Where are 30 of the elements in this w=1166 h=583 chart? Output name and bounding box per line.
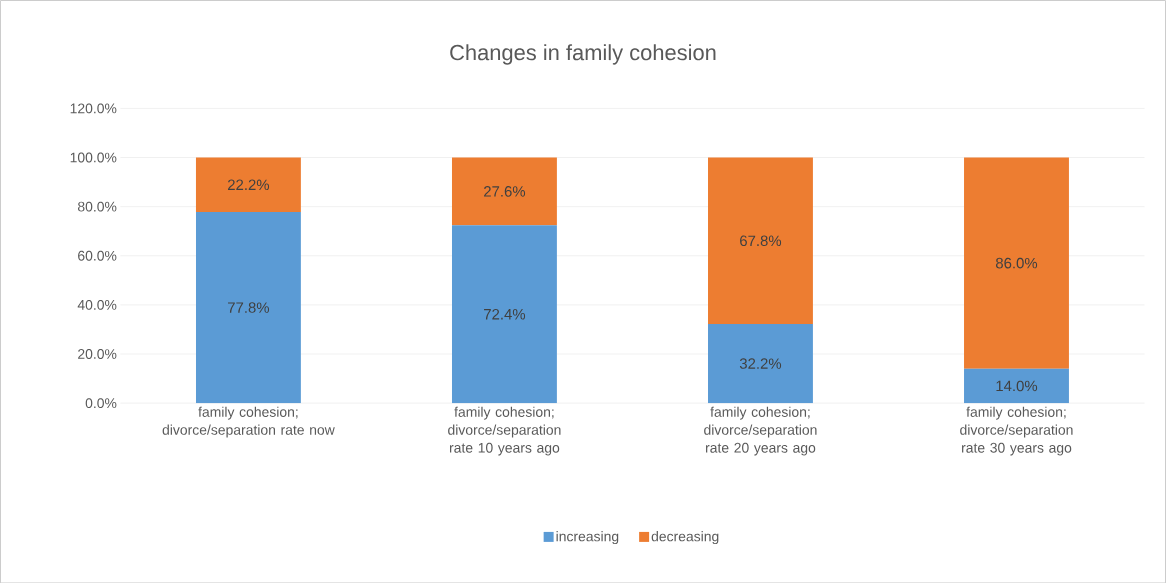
x-tick-label: family cohesion; divorce/separation rate 10 years ago bbox=[448, 406, 561, 456]
legend-label: decreasing bbox=[651, 530, 719, 544]
bar bbox=[195, 157, 301, 212]
y-tick-label: 100.0% bbox=[70, 152, 117, 163]
chart-title: Changes in family cohesion bbox=[450, 43, 716, 65]
y-tick-label: 80.0% bbox=[77, 201, 117, 212]
y-tick-label: 40.0% bbox=[77, 299, 117, 310]
bar bbox=[964, 157, 1069, 369]
x-tick-label: family cohesion; divorce/separation rate 20 years ago bbox=[704, 406, 817, 456]
y-tick-label: 120.0% bbox=[70, 103, 117, 114]
x-tick-label: family cohesion; divorce/separation rate now bbox=[162, 406, 335, 438]
bar bbox=[451, 225, 557, 403]
data-label: 67.8% bbox=[740, 235, 782, 246]
bar bbox=[708, 157, 813, 324]
bar bbox=[964, 368, 1069, 403]
legend-label: increasing bbox=[556, 530, 619, 544]
x-tick-label: family cohesion; divorce/separation rate 30 years ago bbox=[960, 406, 1073, 456]
data-label: 77.8% bbox=[228, 302, 270, 313]
bar bbox=[195, 211, 301, 403]
data-label: 27.6% bbox=[484, 185, 526, 197]
bar bbox=[708, 323, 813, 403]
bar bbox=[451, 157, 557, 226]
y-tick-label: 20.0% bbox=[78, 348, 117, 359]
data-label: 22.2% bbox=[228, 179, 270, 190]
data-label: 86.0% bbox=[995, 257, 1038, 269]
data-label: 72.4% bbox=[484, 308, 526, 320]
y-tick-label: 60.0% bbox=[78, 250, 117, 261]
data-label: 14.0% bbox=[996, 380, 1038, 391]
data-label: 32.2% bbox=[739, 358, 782, 369]
y-tick-label: 0.0% bbox=[85, 397, 117, 408]
